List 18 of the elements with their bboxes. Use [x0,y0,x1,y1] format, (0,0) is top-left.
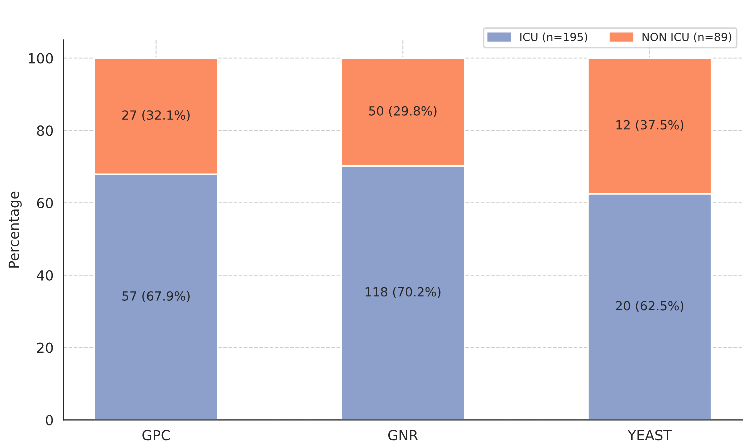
y-tick-label: 20 [37,342,54,354]
x-tick-label: YEAST [628,430,672,441]
y-axis-title: Percentage [8,192,22,268]
y-tick-label: 80 [37,126,54,136]
legend-label: ICU (n=195) [520,32,588,43]
legend-label: NON ICU (n=89) [642,32,732,43]
x-tick-label: GNR [388,430,418,441]
y-tick-label: 40 [37,270,54,281]
data-label: 20 (62.5%) [616,301,684,312]
y-tick-label: 0 [46,415,54,426]
y-tick-label: 100 [29,53,54,64]
y-tick-label: 60 [37,198,54,209]
data-label: 50 (29.8%) [369,106,437,118]
data-label: 118 (70.2%) [366,287,441,298]
data-label: 57 (67.9%) [122,291,190,302]
x-tick-label: GPC [142,430,170,441]
data-label: 27 (32.1%) [122,110,190,122]
data-label: 12 (37.5%) [616,120,684,132]
